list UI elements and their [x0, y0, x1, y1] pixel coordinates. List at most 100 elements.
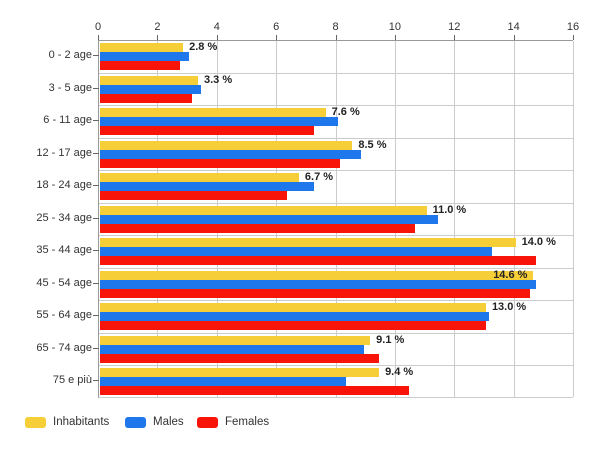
horizontal-gridline — [99, 332, 573, 334]
bar-males-5[interactable] — [100, 214, 439, 224]
category-label-45-54-age: 45 - 54 age — [36, 276, 92, 289]
bar-females-6[interactable] — [100, 256, 537, 266]
bar-males-2[interactable] — [100, 117, 338, 127]
bar-females-10[interactable] — [100, 386, 409, 396]
value-label: 9.4 % — [385, 366, 414, 379]
legend-item-inhabitants[interactable]: Inhabitants — [25, 414, 109, 430]
horizontal-gridline — [99, 365, 573, 367]
y-axis-tick-mark — [93, 120, 99, 122]
horizontal-gridline — [99, 202, 573, 204]
x-axis-tick-mark — [216, 35, 218, 40]
bar-inhabitants-2[interactable] — [100, 108, 326, 118]
horizontal-gridline — [99, 235, 573, 237]
y-axis-tick-mark — [93, 87, 99, 89]
value-label: 14.6 % — [493, 268, 528, 281]
bar-males-6[interactable] — [100, 247, 492, 257]
x-axis-tick-label: 2 — [154, 21, 161, 33]
category-label-65-74-age: 65 - 74 age — [36, 341, 92, 354]
bar-males-3[interactable] — [100, 149, 362, 159]
bar-males-4[interactable] — [100, 182, 314, 192]
bar-females-1[interactable] — [100, 93, 193, 103]
value-label: 13.0 % — [491, 301, 527, 314]
x-axis-tick-mark — [573, 35, 574, 40]
legend-label: Females — [225, 416, 270, 428]
bar-females-2[interactable] — [100, 126, 314, 136]
legend-label: Males — [153, 416, 184, 428]
horizontal-gridline — [99, 137, 573, 139]
value-label: 14.0 % — [521, 236, 556, 249]
y-axis-tick-mark — [93, 347, 99, 349]
value-label: 3.3 % — [203, 73, 233, 86]
category-label-3-5-age: 3 - 5 age — [48, 81, 92, 94]
bar-males-10[interactable] — [100, 377, 347, 387]
bar-inhabitants-6[interactable] — [100, 238, 516, 248]
category-label-55-64-age: 55 - 64 age — [36, 309, 92, 322]
category-label-0-2-age: 0 - 2 age — [48, 49, 92, 61]
bar-females-3[interactable] — [100, 158, 341, 168]
bar-males-0[interactable] — [100, 52, 190, 61]
plot-area — [98, 40, 574, 398]
x-axis-tick-mark — [98, 35, 99, 40]
x-axis-tick-label: 12 — [448, 21, 461, 33]
x-axis-tick-mark — [335, 35, 337, 40]
y-axis-tick-mark — [93, 55, 99, 56]
x-axis-tick-mark — [157, 35, 159, 40]
x-axis-tick-mark — [513, 35, 515, 40]
bar-females-4[interactable] — [100, 191, 288, 201]
bar-males-1[interactable] — [100, 84, 201, 94]
inhabitants-swatch-icon — [25, 416, 46, 428]
bar-inhabitants-5[interactable] — [100, 205, 427, 215]
bar-males-7[interactable] — [100, 279, 537, 289]
x-axis-tick-mark — [454, 35, 456, 40]
y-axis-tick-mark — [93, 152, 99, 154]
category-label-75-e-pi-: 75 e più — [52, 374, 92, 387]
bar-inhabitants-3[interactable] — [100, 140, 353, 150]
females-swatch-icon — [197, 416, 218, 428]
vertical-gridline — [454, 41, 456, 397]
horizontal-gridline — [99, 105, 573, 107]
x-axis-tick-label: 6 — [273, 21, 280, 33]
y-axis-tick-mark — [93, 315, 99, 317]
bar-males-8[interactable] — [100, 312, 489, 322]
value-label: 11.0 % — [432, 203, 467, 216]
bar-females-8[interactable] — [100, 321, 486, 331]
x-axis-tick-label: 10 — [388, 21, 401, 33]
bar-females-7[interactable] — [100, 288, 531, 298]
value-label: 6.7 % — [304, 171, 334, 184]
horizontal-gridline — [99, 170, 573, 172]
bar-inhabitants-10[interactable] — [100, 368, 380, 378]
category-label-6-11-age: 6 - 11 age — [43, 114, 92, 127]
bar-females-9[interactable] — [100, 353, 380, 363]
vertical-gridline — [513, 41, 515, 397]
legend-item-males[interactable]: Males — [125, 414, 184, 430]
x-axis-tick-label: 14 — [507, 21, 520, 33]
category-label-25-34-age: 25 - 34 age — [36, 211, 92, 224]
bar-inhabitants-0[interactable] — [100, 43, 184, 52]
x-axis-tick-label: 8 — [332, 21, 339, 33]
bar-inhabitants-4[interactable] — [100, 173, 299, 183]
bar-inhabitants-9[interactable] — [100, 335, 371, 345]
bar-inhabitants-7[interactable] — [100, 270, 534, 280]
value-label: 7.6 % — [331, 106, 360, 119]
horizontal-gridline — [99, 72, 573, 74]
x-axis-tick-label: 0 — [94, 21, 102, 33]
x-axis-tick-label: 16 — [566, 21, 580, 33]
bar-females-5[interactable] — [100, 223, 415, 233]
bar-females-0[interactable] — [100, 61, 181, 70]
x-axis-tick-label: 4 — [213, 21, 220, 33]
legend-label: Inhabitants — [53, 416, 110, 428]
category-label-18-24-age: 18 - 24 age — [36, 179, 92, 192]
category-label-12-17-age: 12 - 17 age — [36, 146, 92, 159]
y-axis-tick-mark — [93, 185, 99, 187]
y-axis-tick-mark — [93, 217, 99, 219]
x-axis-tick-mark — [394, 35, 396, 40]
y-axis-tick-mark — [93, 380, 99, 382]
horizontal-gridline — [99, 267, 573, 269]
legend: Inhabitants Males Females — [0, 414, 600, 434]
bar-inhabitants-8[interactable] — [100, 303, 486, 313]
value-label: 2.8 % — [189, 41, 218, 53]
legend-item-females[interactable]: Females — [197, 414, 269, 430]
bar-inhabitants-1[interactable] — [100, 75, 198, 85]
bar-males-9[interactable] — [100, 344, 365, 354]
